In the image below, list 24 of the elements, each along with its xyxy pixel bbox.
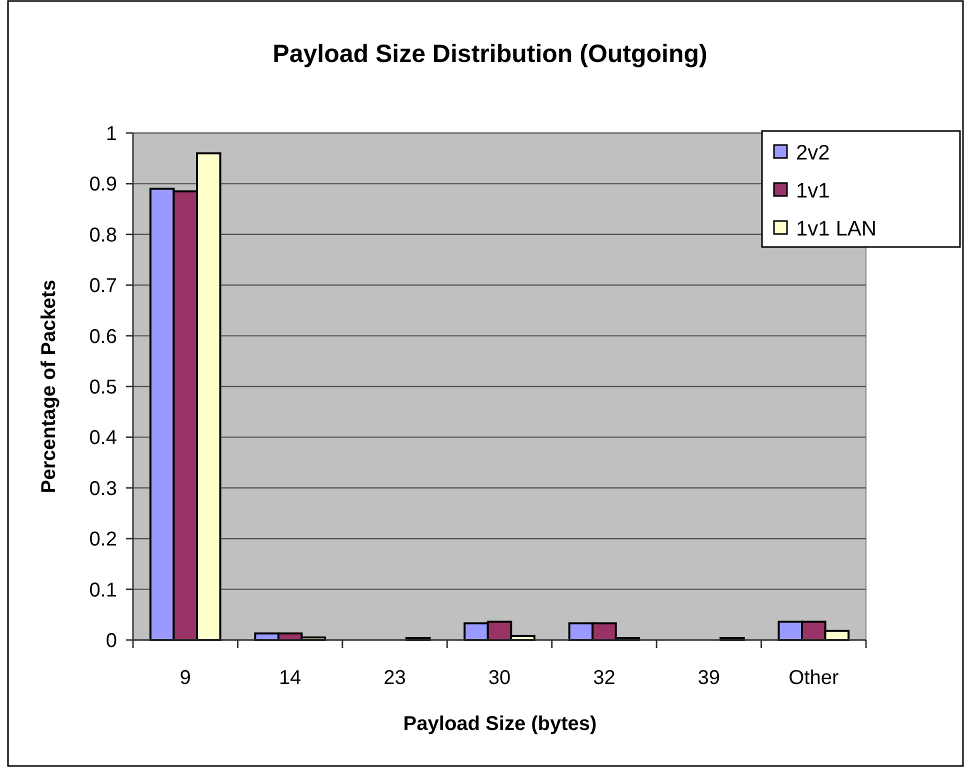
y-tick-label: 0.8 — [89, 224, 117, 246]
x-tick-label: 30 — [488, 667, 511, 689]
y-tick-label: 0.3 — [89, 478, 117, 500]
y-tick-label: 0.4 — [89, 427, 117, 450]
y-tick-label: 0.5 — [89, 376, 117, 398]
x-tick-label: 14 — [278, 667, 302, 689]
y-tick-label: 1 — [106, 123, 117, 145]
x-tick-label: 32 — [593, 667, 616, 689]
y-tick-label: 0 — [106, 630, 117, 652]
y-tick-label: 0.9 — [89, 174, 117, 196]
legend-label: 1v1 — [796, 179, 830, 202]
y-axis-title: Percentage of Packets — [38, 280, 60, 494]
x-tick-label: 9 — [180, 667, 191, 689]
y-tick-label: 0.6 — [89, 326, 117, 348]
y-tick-label: 0.2 — [89, 528, 117, 551]
legend-label: 2v2 — [796, 141, 830, 164]
x-axis-title: Payload Size (bytes) — [403, 713, 597, 735]
x-tick-label: 39 — [698, 667, 720, 689]
chart-title: Payload Size Distribution (Outgoing) — [272, 40, 708, 68]
x-tick-label: 23 — [384, 667, 406, 689]
y-tick-label: 0.1 — [89, 579, 117, 602]
legend-label: 1v1 LAN — [796, 217, 877, 240]
y-tick-label: 0.7 — [89, 275, 117, 298]
x-tick-label: Other — [788, 667, 839, 689]
